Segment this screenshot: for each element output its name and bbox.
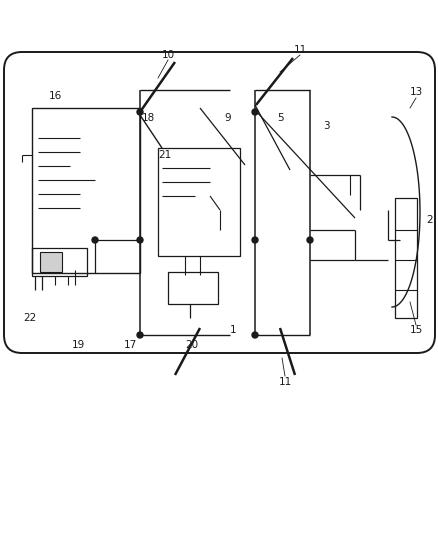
Text: 11: 11 [279, 377, 292, 387]
Text: 17: 17 [124, 340, 137, 350]
Text: 19: 19 [71, 340, 85, 350]
Text: 18: 18 [141, 113, 155, 123]
Circle shape [137, 237, 143, 243]
Text: 20: 20 [185, 340, 198, 350]
Text: 13: 13 [410, 87, 423, 97]
Text: 11: 11 [293, 45, 307, 55]
Text: 22: 22 [23, 313, 37, 323]
Text: 16: 16 [48, 91, 62, 101]
Circle shape [92, 237, 98, 243]
Text: 10: 10 [162, 50, 175, 60]
Circle shape [252, 332, 258, 338]
Text: 2: 2 [427, 215, 433, 225]
Circle shape [137, 109, 143, 115]
Bar [40, 252, 62, 272]
Bar [32, 248, 87, 276]
Circle shape [307, 237, 313, 243]
Bar [158, 148, 240, 256]
Circle shape [252, 237, 258, 243]
Text: 21: 21 [159, 150, 172, 160]
Text: 5: 5 [277, 113, 283, 123]
Circle shape [137, 332, 143, 338]
Bar [32, 108, 140, 273]
Text: 3: 3 [323, 121, 329, 131]
Text: 1: 1 [230, 325, 237, 335]
Text: 9: 9 [225, 113, 231, 123]
Bar [168, 272, 218, 304]
Text: 15: 15 [410, 325, 423, 335]
Bar [395, 198, 417, 318]
Circle shape [252, 109, 258, 115]
